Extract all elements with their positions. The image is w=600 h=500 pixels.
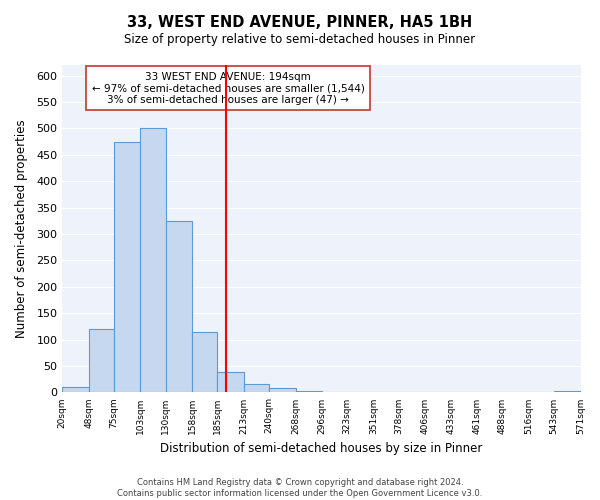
Bar (114, 142, 140, 392)
Bar (166, 221, 192, 392)
Bar (244, 384, 269, 392)
Y-axis label: Number of semi-detached properties: Number of semi-detached properties (15, 120, 28, 338)
X-axis label: Distribution of semi-detached houses by size in Pinner: Distribution of semi-detached houses by … (160, 442, 482, 455)
Bar (217, 372, 244, 392)
Bar (192, 332, 217, 392)
Bar (140, 128, 166, 392)
Text: 33, WEST END AVENUE, PINNER, HA5 1BH: 33, WEST END AVENUE, PINNER, HA5 1BH (127, 15, 473, 30)
Text: 33 WEST END AVENUE: 194sqm
← 97% of semi-detached houses are smaller (1,544)
3% : 33 WEST END AVENUE: 194sqm ← 97% of semi… (92, 72, 365, 104)
Bar (62, 387, 89, 392)
Bar (89, 329, 114, 392)
Bar (296, 391, 322, 392)
Text: Size of property relative to semi-detached houses in Pinner: Size of property relative to semi-detach… (124, 32, 476, 46)
Bar (269, 388, 296, 392)
Text: Contains HM Land Registry data © Crown copyright and database right 2024.
Contai: Contains HM Land Registry data © Crown c… (118, 478, 482, 498)
